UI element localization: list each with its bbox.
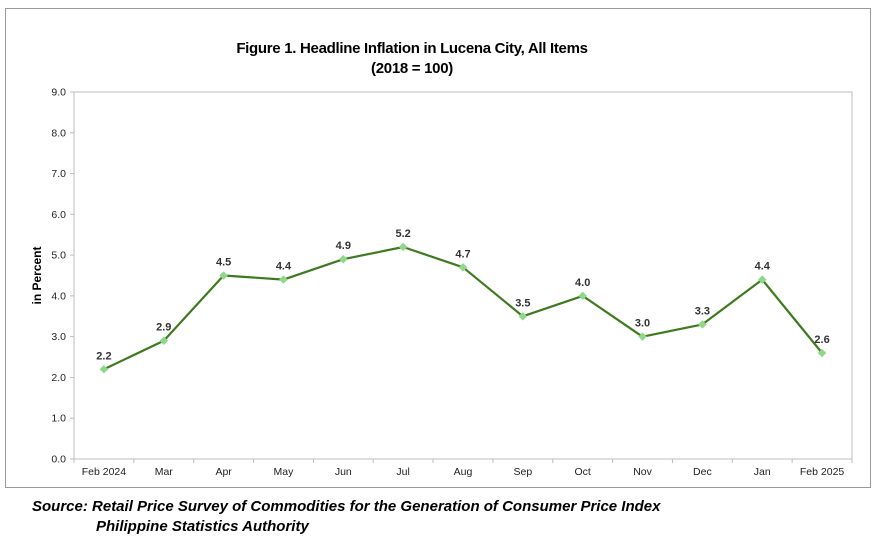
x-tick-label: Feb 2024 <box>82 466 127 478</box>
data-label: 4.4 <box>276 261 292 273</box>
data-label: 4.0 <box>575 277 590 289</box>
x-tick-label: Nov <box>633 466 652 478</box>
data-label: 4.9 <box>336 240 351 252</box>
y-axis-ticks: 0.0 1.0 2.0 3.0 4.0 5.0 6.0 7.0 8.0 9.0 <box>51 87 74 466</box>
plot-area <box>73 91 853 460</box>
chart-frame <box>5 8 871 488</box>
data-label: 4.4 <box>755 261 771 273</box>
data-label: 4.5 <box>216 257 231 269</box>
source-line-2: Philippine Statistics Authority <box>96 518 309 535</box>
y-tick-label: 6.0 <box>51 209 66 221</box>
data-point-marker <box>578 291 588 301</box>
data-label: 5.2 <box>396 228 411 240</box>
x-tick-label: Oct <box>575 466 591 478</box>
data-point-marker <box>757 275 767 284</box>
y-axis-title: in Percent <box>30 246 44 304</box>
x-tick-label: Mar <box>155 466 174 478</box>
y-tick-label: 8.0 <box>51 127 66 139</box>
y-tick-label: 1.0 <box>51 413 66 425</box>
x-tick-label: Apr <box>215 466 232 478</box>
data-point-marker <box>338 254 348 264</box>
y-tick-label: 3.0 <box>51 331 66 343</box>
data-label: 2.2 <box>96 350 111 362</box>
data-label: 3.3 <box>695 305 710 317</box>
source-note: Source: Retail Price Survey of Commoditi… <box>32 497 660 537</box>
x-tick-label: Jul <box>396 466 409 478</box>
x-tick-label: Feb 2025 <box>800 466 845 478</box>
data-point-marker <box>458 262 468 272</box>
data-point-marker <box>817 348 827 358</box>
chart-subtitle: (2018 = 100) <box>371 60 453 77</box>
y-tick-label: 9.0 <box>51 87 66 99</box>
x-tick-label: Dec <box>693 466 712 478</box>
data-label: 4.7 <box>455 248 470 260</box>
data-point-marker <box>638 332 647 342</box>
data-point-marker <box>159 336 169 346</box>
data-label: 2.6 <box>814 334 829 346</box>
x-tick-label: Jan <box>754 466 771 478</box>
y-tick-label: 2.0 <box>51 372 66 384</box>
x-tick-label: May <box>274 466 295 478</box>
data-point-marker <box>99 364 109 374</box>
y-tick-label: 4.0 <box>51 290 66 302</box>
data-label: 3.0 <box>635 318 650 330</box>
series-line-group <box>99 242 827 374</box>
data-point-marker <box>279 275 288 284</box>
data-point-marker <box>398 242 408 252</box>
chart-title: Figure 1. Headline Inflation in Lucena C… <box>236 40 587 57</box>
data-label: 2.9 <box>156 322 171 334</box>
source-line-1: Source: Retail Price Survey of Commoditi… <box>32 498 661 515</box>
x-axis-ticks: Feb 2024 Mar Apr May Jun Jul Aug Sep Oct Nov Dec Ja… <box>73 459 853 478</box>
x-tick-label: Sep <box>514 466 533 478</box>
data-point-marker <box>698 320 707 329</box>
data-label: 3.5 <box>515 297 530 309</box>
data-labels: 2.2 2.9 4.5 4.4 4.9 5.2 4.7 3.5 4.0 3.0 3.3 4.4 2.6 <box>96 228 829 362</box>
y-tick-label: 7.0 <box>51 168 66 180</box>
y-tick-label: 0.0 <box>51 454 66 466</box>
data-point-marker <box>219 271 228 280</box>
y-tick-label: 5.0 <box>51 250 66 262</box>
x-tick-label: Jun <box>335 466 352 478</box>
data-point-marker <box>518 311 528 321</box>
x-tick-label: Aug <box>454 466 473 478</box>
